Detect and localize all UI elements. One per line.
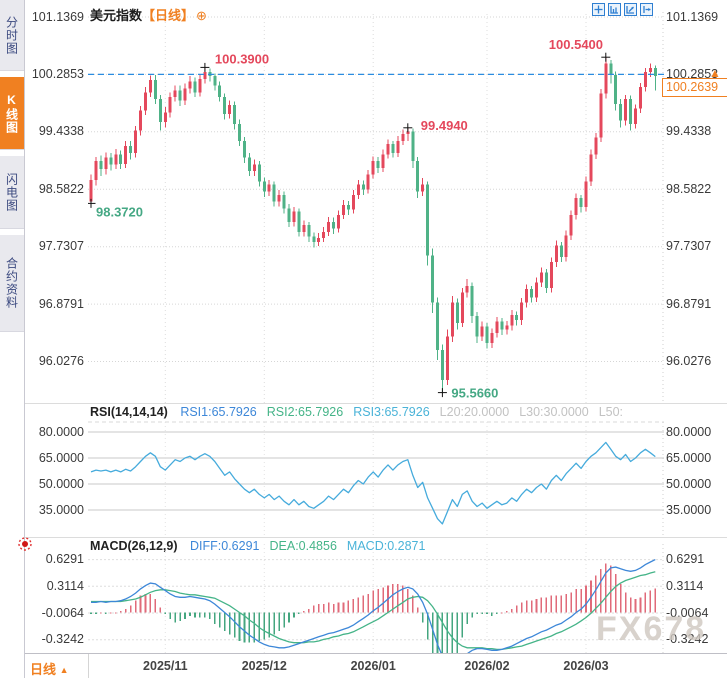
axis-tick-label: 99.4338 — [38, 124, 84, 139]
axis-tick-label: 96.0276 — [666, 354, 712, 368]
chart-toolbar — [592, 3, 653, 16]
sidebar-item-1[interactable]: K线图 — [0, 77, 24, 150]
bottom-bar-divider — [88, 654, 89, 678]
macd-title: MACD(26,12,9) — [90, 539, 178, 553]
macd-dea-line — [91, 571, 656, 651]
axis-tick-label: 100.2853 — [666, 66, 719, 81]
axis-tick-label: 101.1369 — [31, 9, 84, 24]
watermark: FX678 — [596, 610, 707, 648]
axis-tick-label: 50.0000 — [38, 476, 84, 491]
period-selector[interactable]: 日线 ▲ — [30, 659, 69, 678]
axis-tick-label: 50.0000 — [666, 476, 712, 491]
rsi-legend-item: L30:30.0000 — [519, 405, 589, 419]
extreme-cross-marker — [88, 198, 96, 208]
macd-histogram — [90, 563, 657, 653]
extreme-cross-marker — [403, 123, 413, 133]
extreme-cross-marker — [437, 388, 447, 398]
price-annotation: 99.4940 — [421, 118, 468, 133]
candlestick-series — [89, 57, 657, 393]
rsi-legend-item: RSI2:65.7926 — [266, 405, 344, 419]
x-axis-label: 2026/02 — [464, 659, 510, 673]
axis-tick-label: 99.4338 — [666, 124, 712, 139]
chart-title-bar: 美元指数【日线】 ⊕ — [90, 5, 207, 24]
axis-tick-label: 35.0000 — [38, 502, 84, 517]
axis-tick-label: -0.0064 — [41, 605, 84, 620]
sidebar: 分时图 K线图闪电图合约资料 — [0, 0, 25, 678]
x-axis-label: 2025/11 — [143, 659, 188, 673]
price-annotation: 98.3720 — [96, 204, 143, 219]
axis-tick-label: 65.0000 — [666, 450, 712, 465]
price-annotation: 100.5400 — [549, 37, 603, 52]
rsi-chart[interactable] — [88, 420, 664, 537]
target-icon[interactable] — [17, 536, 33, 552]
macd-header: MACD(26,12,9) DIFF:0.6291 DEA:0.4856 MACD:… — [90, 539, 435, 553]
sidebar-item-2[interactable]: 闪电图 — [0, 156, 24, 229]
rsi-legend-item: L20:20.0000 — [439, 405, 510, 419]
rsi-legend-item: RSI1:65.7926 — [180, 405, 257, 419]
x-axis-label: 2026/03 — [563, 659, 609, 673]
macd-legend-item: DIFF:0.6291 — [190, 539, 260, 553]
extreme-cross-marker — [200, 62, 210, 72]
axis-tick-label: 0.6291 — [45, 552, 84, 567]
axis-tick-label: 98.5822 — [38, 181, 84, 196]
rsi-title: RSI(14,14,14) — [90, 405, 168, 419]
exit-chart-icon[interactable] — [640, 3, 653, 16]
axis-tick-label: 96.0276 — [38, 354, 84, 368]
axis-tick-label: 97.7307 — [666, 239, 712, 254]
macd-diff-line — [91, 559, 656, 653]
axis-tick-label: 96.8791 — [38, 296, 84, 311]
macd-legend-item: MACD:0.2871 — [346, 539, 426, 553]
page-title: 美元指数 — [90, 8, 143, 23]
last-price-box: 100.2639 — [662, 78, 727, 97]
add-icon[interactable]: ⊕ — [196, 8, 207, 23]
axis-pointer-icon[interactable] — [624, 3, 637, 16]
price-annotation: 95.5660 — [451, 386, 498, 401]
extreme-cross-marker — [601, 52, 611, 62]
axis-range-icon[interactable] — [608, 3, 621, 16]
rsi-legend-item: RSI3:65.7926 — [353, 405, 430, 419]
x-axis-label: 2025/12 — [241, 659, 287, 673]
axis-tick-label: -0.0064 — [666, 605, 709, 620]
x-axis-label: 2026/01 — [350, 659, 396, 673]
axis-tick-label: 80.0000 — [38, 424, 84, 439]
price-annotation: 100.3900 — [215, 51, 269, 66]
price-up-arrow-icon: ▲ — [709, 66, 721, 80]
crosshair-icon[interactable] — [592, 3, 605, 16]
rsi-header: RSI(14,14,14) RSI1:65.7926 RSI2:65.7926 RS… — [90, 405, 633, 419]
period-tag: 【日线】 — [142, 8, 195, 23]
axis-tick-label: 0.3114 — [666, 578, 704, 593]
axis-tick-label: 97.7307 — [38, 239, 84, 254]
axis-tick-label: 96.8791 — [666, 296, 712, 311]
period-selector-label: 日线 — [30, 662, 57, 677]
axis-tick-label: 100.2853 — [31, 66, 84, 81]
rsi-line — [90, 441, 656, 525]
axis-tick-label: -0.3242 — [41, 632, 84, 647]
macd-legend-item: DEA:0.4856 — [269, 539, 337, 553]
panel-divider — [25, 537, 727, 538]
rsi-legend-item: L50: — [598, 405, 624, 419]
axis-tick-label: 101.1369 — [666, 9, 719, 24]
chevron-up-icon: ▲ — [59, 665, 69, 675]
sidebar-item-3[interactable]: 合约资料 — [0, 235, 24, 332]
axis-tick-label: 65.0000 — [38, 450, 84, 465]
sidebar-item-0[interactable]: 分时图 — [0, 0, 24, 71]
axis-tick-label: 98.5822 — [666, 181, 712, 196]
price-chart[interactable]: 98.3720 100.3900 99.4940 95.5660 100.5400 — [88, 0, 664, 405]
axis-tick-label: 0.3114 — [46, 578, 84, 593]
axis-tick-label: -0.3242 — [666, 632, 709, 647]
axis-tick-label: 0.6291 — [666, 552, 705, 567]
axis-tick-label: 80.0000 — [666, 424, 712, 439]
axis-tick-label: 35.0000 — [666, 502, 712, 517]
bottom-bar — [25, 653, 727, 678]
macd-chart[interactable] — [88, 542, 664, 653]
panel-divider — [25, 403, 727, 404]
